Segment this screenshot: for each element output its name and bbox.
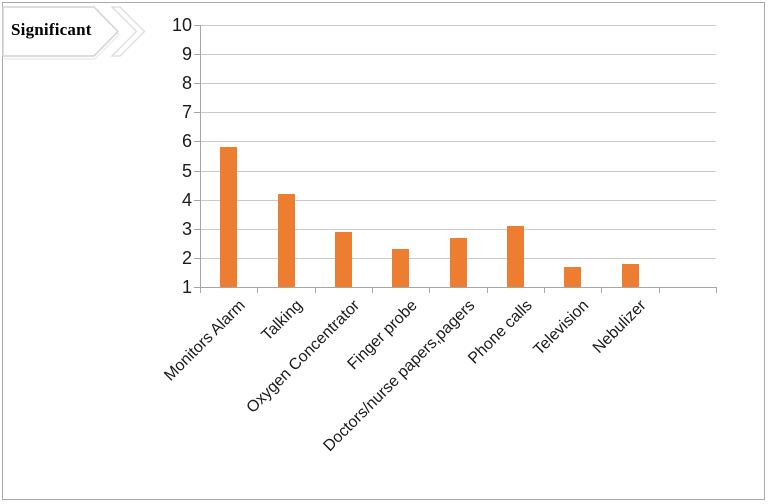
arrow-pentagon [2,6,120,57]
x-axis-tick [601,287,603,293]
x-axis-line [200,287,717,288]
y-axis-label: 9 [181,44,192,65]
y-axis-tick [194,199,200,201]
y-axis-label: 5 [181,160,192,181]
x-axis-tick [314,287,316,293]
x-axis-label: Talking [258,297,307,345]
y-axis-tick [194,54,200,56]
y-axis-label: 3 [181,218,192,239]
y-axis-tick [194,228,200,230]
bar [621,263,639,287]
x-axis-label: Nebulizer [590,297,651,357]
y-axis-tick [194,170,200,172]
x-axis-tick [544,287,545,293]
gridline [200,141,716,143]
x-axis-tick [257,287,259,293]
bar [220,147,238,287]
x-axis-tick [658,287,660,293]
x-axis-tick [486,287,488,293]
chevron-outline-icon [110,6,146,57]
gridline [200,25,716,26]
gridline [200,83,716,85]
bar [392,249,410,287]
y-axis-tick [194,83,200,85]
y-axis-label: 6 [181,131,192,152]
y-axis-label: 7 [181,102,192,123]
significant-label: Significant [11,20,92,39]
x-axis-label: Oxygen Concentrator [243,297,364,417]
x-axis-tick [429,287,431,293]
bar [564,266,582,287]
y-axis-tick [194,141,200,143]
significant-callout: Significant [0,3,160,67]
y-axis-line [200,25,201,293]
bar [506,225,524,287]
y-axis-tick [194,287,200,288]
gridline [200,170,716,172]
x-axis-tick [716,287,717,293]
x-axis-label: Television [530,297,593,359]
y-axis-label: 1 [181,277,192,297]
y-axis-tick [194,112,200,114]
x-axis-label: Monitors Alarm [161,297,249,385]
x-axis-tick [372,287,373,293]
gridline [200,54,716,56]
y-axis-tick [194,25,200,26]
bar [334,231,352,287]
gridline [200,112,716,114]
gridline [200,199,716,201]
gridline [200,228,716,230]
y-axis-tick [194,257,200,259]
y-axis-label: 4 [181,189,192,210]
bar [277,193,295,287]
y-axis-label: 8 [181,73,192,94]
arrow-shape-graphic [2,6,146,60]
bar [449,237,467,287]
y-axis-label: 10 [171,15,192,35]
y-axis-label: 2 [181,247,192,268]
